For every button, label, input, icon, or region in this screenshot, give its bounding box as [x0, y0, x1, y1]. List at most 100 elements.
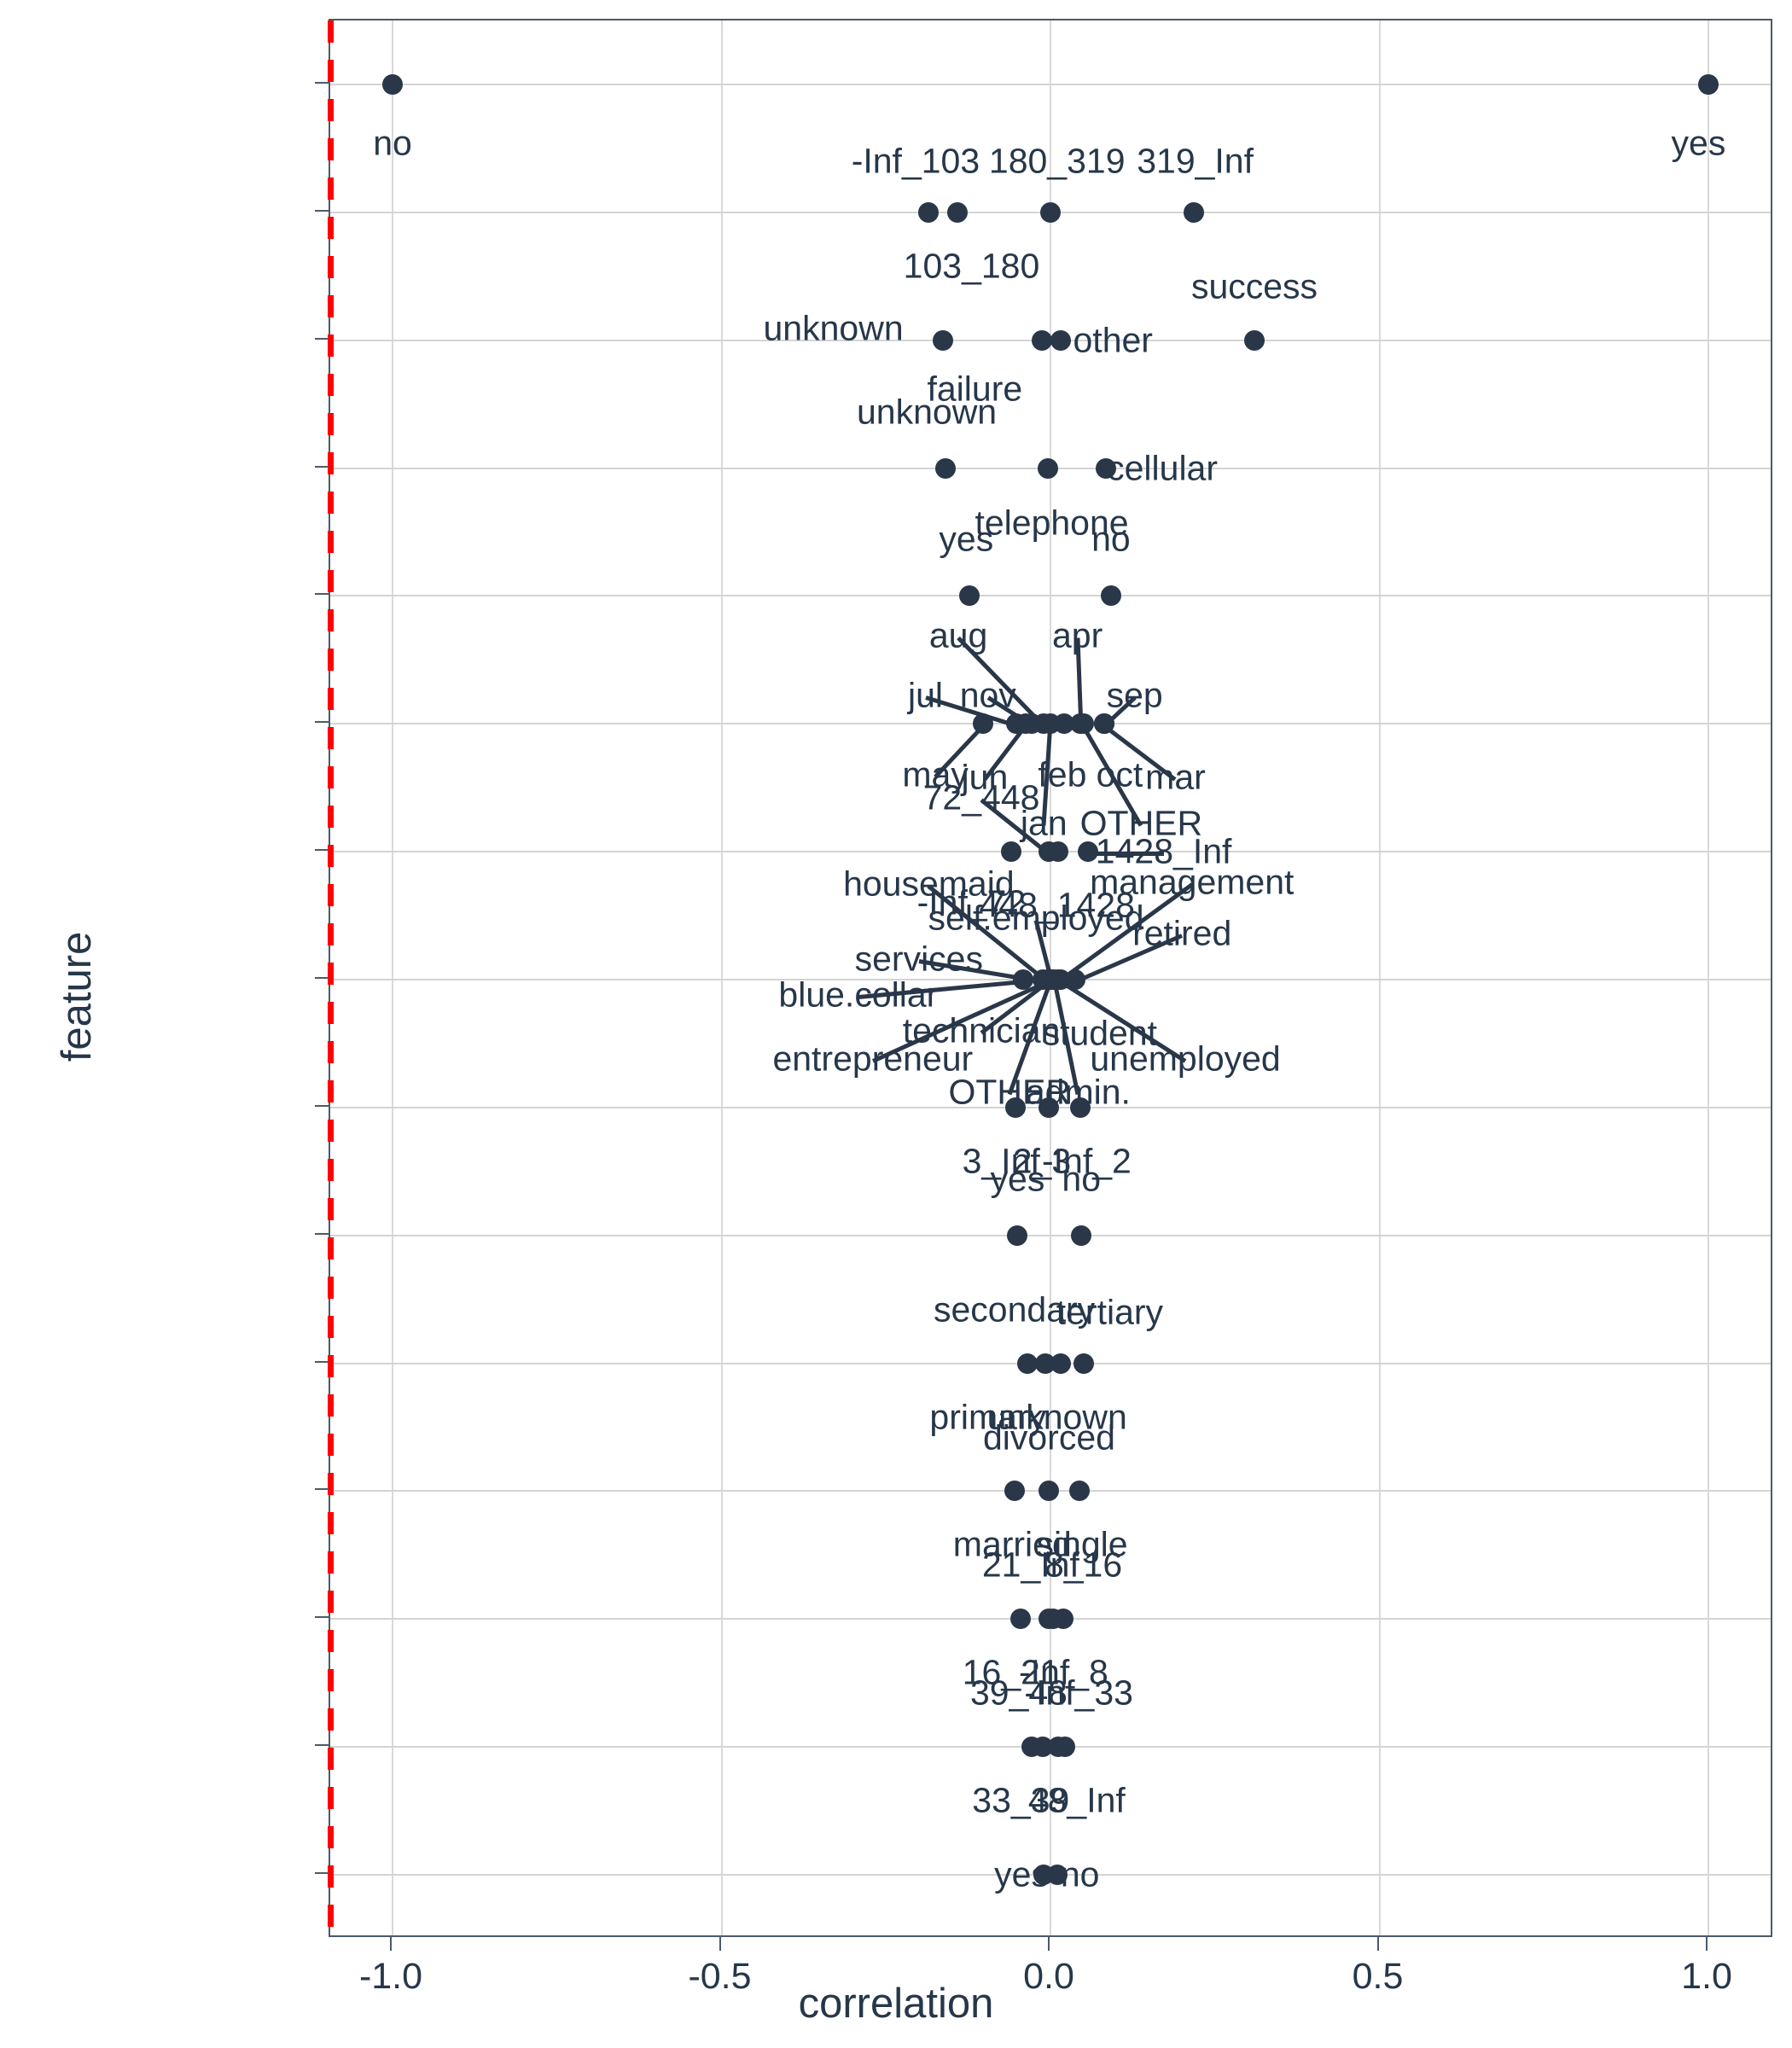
data-point[interactable] [959, 585, 980, 607]
data-point[interactable] [1094, 713, 1115, 735]
y-tick-mark-duration [315, 209, 329, 212]
data-point[interactable] [933, 329, 954, 351]
y-tick-mark-term_deposit [315, 81, 329, 84]
point-label-month-4: aug [928, 615, 988, 655]
data-point[interactable] [1095, 457, 1116, 479]
point-label-month-10: oct [1096, 754, 1143, 794]
point-label-loan-0: yes [990, 1159, 1045, 1199]
data-point[interactable] [1073, 713, 1094, 735]
data-point[interactable] [1017, 1353, 1038, 1374]
point-label-job-9: student [1042, 1013, 1158, 1053]
point-label-poutcome-2: other [1073, 320, 1153, 360]
point-label-duration-0: -Inf_103 [851, 141, 980, 181]
x-gridline-3 [1378, 20, 1381, 1935]
x-gridline-1 [720, 20, 723, 1935]
x-tick-mark-2 [1048, 1937, 1050, 1951]
data-point[interactable] [1038, 1097, 1059, 1118]
point-label-month-11: mar [1145, 757, 1206, 797]
data-point[interactable] [1004, 1481, 1026, 1502]
plot-panel: no yes -Inf_103 103_180 180_319 319_Inf unknow… [328, 19, 1772, 1937]
point-label-day-3: 8_16 [1044, 1545, 1123, 1585]
y-gridline-housing [330, 595, 1771, 597]
data-point[interactable] [1005, 1097, 1027, 1118]
data-point[interactable] [1040, 201, 1061, 223]
y-tick-mark-month [315, 721, 329, 724]
data-point[interactable] [918, 201, 940, 223]
data-point[interactable] [1053, 1609, 1074, 1630]
point-label-age-1: 33_39 [972, 1780, 1070, 1820]
point-label-day-0: 16_21 [962, 1652, 1060, 1692]
point-label-balance-1: 72_448 [922, 777, 1040, 817]
y-tick-mark-poutcome [315, 337, 329, 340]
point-label-age-2: -Inf_33 [1024, 1673, 1133, 1713]
data-point[interactable] [1031, 329, 1052, 351]
data-point[interactable] [1000, 841, 1021, 863]
data-point[interactable] [1065, 969, 1086, 990]
point-label-job-0: blue.collar [778, 975, 939, 1015]
data-point[interactable] [934, 457, 956, 479]
point-label-job-4: technician [902, 1010, 1061, 1050]
data-point[interactable] [1039, 1481, 1060, 1502]
point-label-duration-2: 180_319 [988, 141, 1126, 181]
x-tick-mark-3 [1376, 1937, 1379, 1951]
data-point[interactable] [1077, 841, 1098, 863]
x-tick-label-2: 0.0 [1023, 1956, 1074, 1997]
point-label-day-2: -Inf_8 [1018, 1652, 1108, 1692]
point-label-age-0: 39_48 [969, 1673, 1068, 1713]
y-tick-mark-marital [315, 1488, 329, 1491]
point-label-day-1: 21_Inf [981, 1545, 1079, 1585]
x-gridline-4 [1708, 20, 1709, 1935]
data-point[interactable] [1073, 1353, 1094, 1374]
y-tick-mark-campaign [315, 1104, 329, 1107]
point-label-balance-2: 448_1428 [979, 885, 1135, 925]
x-axis-title: correlation [798, 1981, 994, 2027]
data-point[interactable] [946, 201, 968, 223]
x-gridline-0 [392, 20, 393, 1935]
x-tick-label-4: 1.0 [1681, 1956, 1732, 1997]
point-label-housing-0: yes [939, 519, 994, 559]
data-point[interactable] [1050, 1353, 1071, 1374]
point-label-balance-3: 1428_Inf [1095, 831, 1232, 871]
point-label-month-8: OTHER [1079, 803, 1203, 843]
y-tick-mark-age [315, 1744, 329, 1747]
data-point[interactable] [1100, 585, 1121, 607]
data-point[interactable] [1012, 969, 1033, 990]
point-label-contact-0: unknown [856, 392, 998, 432]
data-point[interactable] [1007, 1225, 1028, 1246]
zero-reference-line [328, 20, 334, 1935]
data-point[interactable] [1184, 201, 1205, 223]
point-label-balance-0: -Inf_72 [916, 882, 1027, 922]
x-tick-label-3: 0.5 [1352, 1956, 1404, 1997]
data-point[interactable] [382, 73, 403, 95]
data-point[interactable] [1046, 1865, 1068, 1886]
point-label-education-3: tertiary [1056, 1292, 1164, 1332]
data-point[interactable] [1054, 1737, 1075, 1758]
point-label-job-6: self.employed [928, 898, 1144, 938]
data-point[interactable] [1068, 1481, 1090, 1502]
data-point[interactable] [1009, 1609, 1031, 1630]
data-point[interactable] [1037, 457, 1058, 479]
point-label-month-7: apr [1051, 615, 1103, 655]
data-point[interactable] [1070, 1097, 1091, 1118]
x-tick-mark-0 [390, 1937, 392, 1951]
point-label-age-3: 48_Inf [1027, 1780, 1126, 1820]
point-label-month-6: feb [1038, 754, 1087, 794]
point-label-education-1: secondary [934, 1289, 1096, 1329]
point-label-term_deposit-1: yes [1671, 123, 1726, 163]
y-gridline-loan [330, 1234, 1771, 1236]
data-point[interactable] [1071, 1225, 1092, 1246]
data-point[interactable] [1244, 329, 1265, 351]
data-point[interactable] [1698, 73, 1719, 95]
point-label-duration-3: 319_Inf [1137, 141, 1254, 181]
data-point[interactable] [1048, 841, 1069, 863]
data-point[interactable] [973, 713, 994, 735]
x-tick-label-1: -0.5 [688, 1956, 752, 1997]
y-tick-mark-balance [315, 849, 329, 852]
y-tick-mark-education [315, 1360, 329, 1363]
y-tick-mark-housing [315, 593, 329, 596]
point-label-poutcome-0: unknown [763, 308, 904, 348]
point-label-poutcome-1: failure [927, 369, 1023, 409]
data-point[interactable] [1050, 329, 1071, 351]
point-label-campaign-1: 2_3 [1012, 1141, 1072, 1181]
